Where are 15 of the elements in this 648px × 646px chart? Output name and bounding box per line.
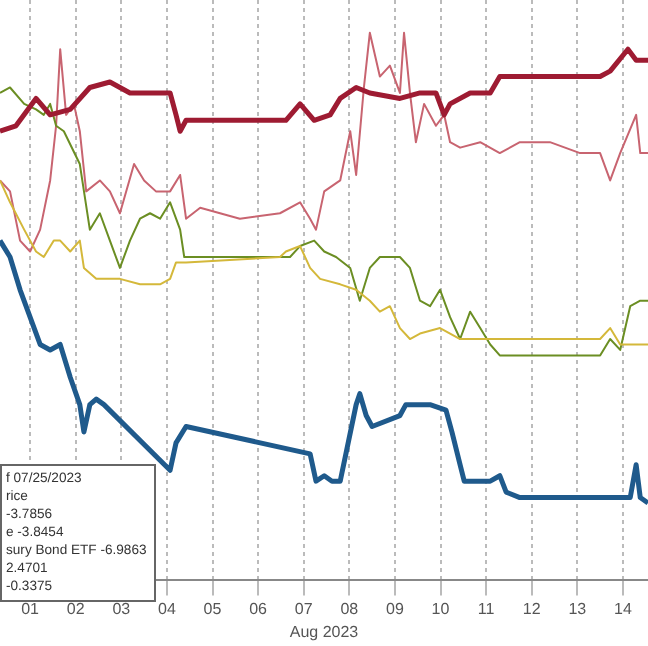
x-tick-label: 13 — [568, 599, 588, 618]
x-tick-label: 14 — [614, 599, 633, 618]
x-tick-label: 01 — [21, 599, 41, 618]
x-tick-label: 06 — [249, 599, 269, 618]
x-tick-label: 11 — [477, 599, 496, 618]
x-tick-label: 10 — [431, 599, 451, 618]
x-tick-label: 05 — [203, 599, 223, 618]
x-tick-label: 03 — [112, 599, 132, 618]
x-tick-label: 09 — [386, 599, 405, 618]
x-tick-label: 12 — [522, 599, 542, 618]
x-tick-label: 07 — [294, 599, 314, 618]
x-axis-title: Aug 2023 — [289, 622, 360, 641]
x-tick-label: 04 — [158, 599, 177, 618]
x-tick-label: 02 — [66, 599, 86, 618]
x-tick-label: 08 — [340, 599, 360, 618]
